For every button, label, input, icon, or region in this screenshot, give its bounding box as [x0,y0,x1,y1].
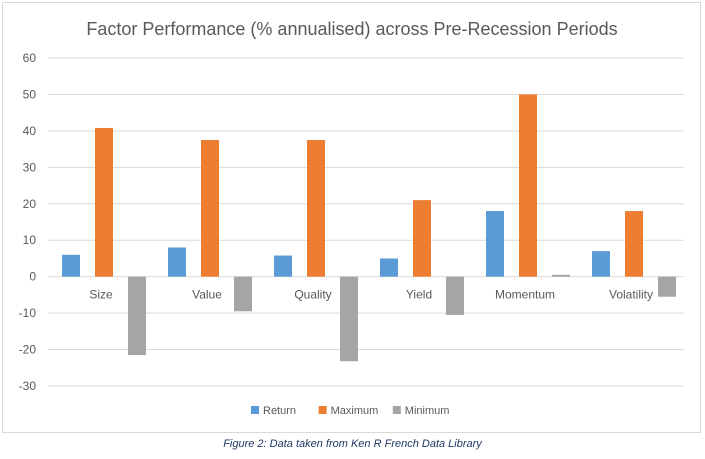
bar-return-value [168,247,186,277]
legend-label-minimum: Minimum [405,405,450,417]
y-tick-label: 10 [23,233,37,247]
bar-minimum-volatility [658,276,676,297]
legend-swatch-maximum [318,406,327,414]
x-category-label: Volatility [609,288,653,302]
bar-maximum-quality [307,140,325,277]
y-tick-label: -20 [19,343,37,357]
y-tick-label: -10 [19,306,37,320]
y-tick-label: 40 [23,124,37,138]
bar-return-quality [274,255,292,277]
bar-maximum-volatility [625,211,643,277]
legend-swatch-return [251,406,259,414]
x-category-label: Quality [294,288,331,302]
bar-maximum-value [201,140,219,277]
x-category-label: Size [89,288,113,302]
y-tick-label: 0 [29,270,36,284]
legend-label-maximum: Maximum [331,405,379,417]
x-category-label: Momentum [495,288,555,302]
bar-return-volatility [592,251,610,277]
y-tick-label: 20 [23,197,37,211]
legend: Return Maximum Minimum [251,405,449,417]
bar-maximum-momentum [519,94,537,277]
bars [62,94,676,362]
y-tick-label: 30 [23,160,37,174]
gridlines [48,57,684,387]
legend-label-return: Return [263,405,296,417]
y-axis-tick-labels: 60 50 40 30 20 10 0 -10 -20 -30 [19,51,37,393]
x-category-label: Yield [406,288,432,302]
bar-maximum-yield [413,200,431,277]
bar-minimum-quality [340,276,358,362]
bar-maximum-size [95,127,113,277]
y-tick-label: -30 [19,379,37,393]
bar-minimum-momentum [552,274,570,277]
bar-return-size [62,254,80,277]
x-axis-category-labels: Size Value Quality Yield Momentum Volatility [89,288,653,302]
bar-return-momentum [486,211,504,277]
legend-swatch-minimum [392,406,401,414]
chart-title: Factor Performance (% annualised) across… [86,19,617,39]
bar-return-yield [380,258,398,277]
bar-minimum-size [128,276,146,356]
bar-minimum-yield [446,276,464,315]
y-tick-label: 50 [23,87,37,101]
x-category-label: Value [192,288,222,302]
bar-minimum-value [234,276,252,312]
y-tick-label: 60 [23,51,37,65]
figure-caption: Figure 2: Data taken from Ken R French D… [223,438,482,450]
